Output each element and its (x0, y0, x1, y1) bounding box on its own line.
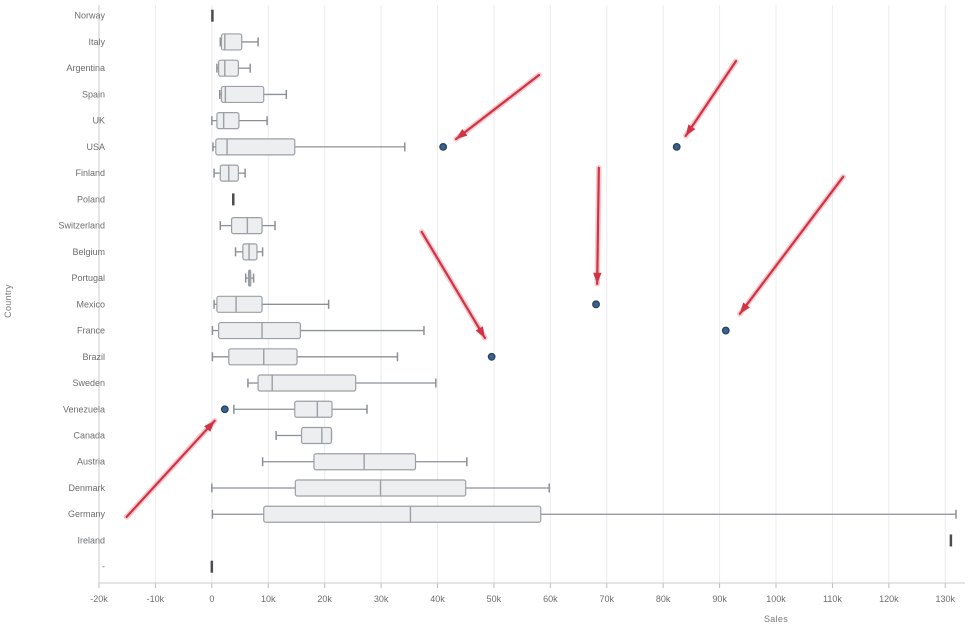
y-axis-label-denmark[interactable]: Denmark (68, 483, 105, 493)
annotation-arrowhead (475, 326, 485, 338)
y-axis-label-switzerland[interactable]: Switzerland (58, 221, 105, 231)
outlier-point-france[interactable] (721, 326, 730, 335)
boxplot-venezuela[interactable] (294, 400, 333, 418)
boxplot-brazil[interactable] (228, 348, 298, 366)
y-axis-label-sweden[interactable]: Sweden (72, 378, 105, 388)
x-tick-label: 120k (879, 594, 899, 604)
y-axis-label-argentina[interactable]: Argentina (66, 63, 105, 73)
annotation-arrow (684, 59, 738, 137)
y-axis-label--[interactable]: - (102, 562, 105, 572)
x-tick-label: 30k (374, 594, 389, 604)
annotation-arrowhead (685, 124, 696, 136)
x-tick-label: 90k (712, 594, 727, 604)
x-tick-label: 10k (261, 594, 276, 604)
y-axis-label-norway[interactable]: Norway (74, 11, 105, 21)
annotation-arrow (596, 166, 600, 285)
x-tick-label: 100k (766, 594, 786, 604)
x-tick-label: 60k (543, 594, 558, 604)
y-axis-label-venezuela[interactable]: Venezuela (63, 404, 105, 414)
y-axis-label-spain[interactable]: Spain (82, 89, 105, 99)
x-tick-label: 110k (823, 594, 842, 604)
y-axis-label-poland[interactable]: Poland (77, 194, 105, 204)
x-tick-label: 70k (599, 594, 614, 604)
y-axis-label-germany[interactable]: Germany (68, 509, 106, 519)
x-tick-label: 130k (935, 594, 955, 604)
annotation-arrowhead (593, 272, 602, 284)
x-tick-label: -20k (90, 594, 108, 604)
annotation-arrowhead (456, 128, 468, 140)
y-axis-label-italy[interactable]: Italy (88, 37, 105, 47)
annotation-arrow (420, 230, 486, 340)
boxplot-italy[interactable] (220, 33, 243, 51)
y-axis-label-france[interactable]: France (77, 326, 105, 336)
boxplot-belgium[interactable] (242, 243, 258, 261)
y-axis-label-brazil[interactable]: Brazil (82, 352, 105, 362)
outlier-point-venezuela[interactable] (220, 405, 229, 414)
x-axis-title: Sales (763, 614, 788, 624)
x-tick-label: -10k (147, 594, 165, 604)
y-axis-label-finland[interactable]: Finland (75, 168, 105, 178)
x-tick-label: 0 (209, 594, 214, 604)
y-axis-label-austria[interactable]: Austria (77, 457, 105, 467)
y-axis-label-canada[interactable]: Canada (73, 431, 105, 441)
boxplot-usa[interactable] (215, 138, 296, 156)
outlier-point-brazil[interactable] (487, 352, 496, 361)
annotation-arrow (125, 419, 216, 518)
annotation-arrow (455, 73, 541, 141)
boxplot-germany[interactable] (263, 505, 542, 523)
boxplot-spain[interactable] (220, 85, 265, 104)
x-tick-label: 40k (430, 594, 445, 604)
boxplot-argentina[interactable] (218, 59, 239, 77)
y-axis-label-ireland[interactable]: Ireland (77, 535, 105, 545)
boxplot-uk[interactable] (216, 112, 240, 130)
outlier-point-mexico[interactable] (592, 300, 600, 309)
boxplot-mexico[interactable] (216, 295, 263, 313)
y-axis-label-mexico[interactable]: Mexico (76, 299, 105, 309)
y-axis-label-usa[interactable]: USA (86, 142, 105, 152)
annotation-arrowhead (204, 420, 215, 432)
outlier-point-usa[interactable] (439, 142, 448, 151)
x-tick-label: 80k (656, 594, 671, 604)
y-axis-label-belgium[interactable]: Belgium (72, 247, 105, 257)
x-tick-label: 50k (487, 594, 502, 604)
outlier-point-usa[interactable] (672, 142, 681, 151)
y-axis-label-uk[interactable]: UK (92, 116, 105, 126)
annotation-arrow (738, 175, 845, 315)
annotation-arrowhead (739, 302, 750, 314)
y-axis-label-portugal[interactable]: Portugal (71, 273, 105, 283)
boxplot-canada[interactable] (300, 426, 333, 445)
boxplot-france[interactable] (218, 321, 302, 340)
boxplot-sweden[interactable] (257, 374, 357, 392)
x-tick-label: 20k (317, 594, 332, 604)
